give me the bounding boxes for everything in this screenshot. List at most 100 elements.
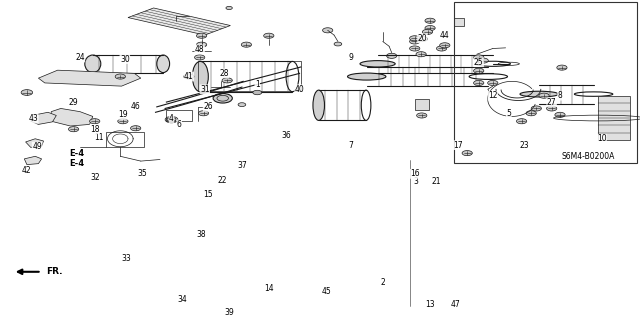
Circle shape: [474, 80, 484, 85]
Text: 46: 46: [131, 102, 141, 111]
Circle shape: [387, 53, 397, 58]
Bar: [198, 61, 301, 91]
Text: 36: 36: [282, 131, 292, 140]
Circle shape: [557, 65, 567, 70]
Text: 27: 27: [547, 98, 557, 107]
Text: 22: 22: [218, 176, 227, 185]
Text: 31: 31: [200, 85, 210, 94]
Polygon shape: [26, 139, 44, 147]
Circle shape: [115, 74, 125, 79]
Text: 8: 8: [557, 91, 563, 100]
Text: E-4: E-4: [69, 149, 84, 158]
Text: 29: 29: [68, 98, 79, 107]
Text: 40: 40: [294, 85, 305, 94]
Circle shape: [474, 68, 484, 73]
Text: 25: 25: [474, 58, 484, 67]
Text: 23: 23: [520, 141, 530, 150]
Text: 18: 18: [90, 125, 99, 134]
Circle shape: [184, 74, 194, 79]
Circle shape: [547, 106, 557, 111]
Bar: [598, 96, 630, 140]
Text: 32: 32: [90, 173, 100, 182]
Circle shape: [196, 42, 207, 47]
Circle shape: [68, 127, 79, 132]
Text: 24: 24: [75, 53, 85, 62]
Circle shape: [474, 55, 484, 60]
Circle shape: [410, 39, 420, 44]
Text: 3: 3: [413, 177, 419, 186]
Text: 2: 2: [380, 278, 385, 287]
Circle shape: [165, 116, 178, 123]
Polygon shape: [128, 8, 230, 35]
Text: 38: 38: [196, 230, 207, 239]
Text: 4: 4: [169, 114, 174, 122]
Circle shape: [478, 58, 488, 63]
Bar: [454, 18, 464, 26]
Bar: [166, 110, 192, 121]
Circle shape: [417, 36, 428, 41]
Text: 39: 39: [224, 308, 234, 317]
Circle shape: [90, 119, 100, 124]
Circle shape: [195, 55, 205, 60]
Circle shape: [539, 93, 549, 98]
Text: 17: 17: [453, 141, 463, 150]
Circle shape: [323, 28, 333, 33]
Polygon shape: [24, 156, 42, 165]
Text: S6M4-B0200A: S6M4-B0200A: [561, 152, 614, 161]
Text: 7: 7: [348, 141, 353, 150]
Ellipse shape: [238, 103, 246, 107]
Text: 9: 9: [348, 53, 353, 62]
Text: 20: 20: [417, 34, 428, 43]
Text: 19: 19: [118, 110, 128, 119]
Ellipse shape: [360, 61, 396, 67]
Ellipse shape: [85, 55, 101, 73]
Text: E-4: E-4: [69, 159, 84, 168]
Circle shape: [425, 18, 435, 23]
Text: 16: 16: [410, 169, 420, 178]
Text: 43: 43: [28, 114, 38, 123]
Circle shape: [488, 80, 498, 85]
Circle shape: [531, 106, 541, 111]
Circle shape: [253, 90, 262, 95]
Text: 12: 12: [488, 91, 497, 100]
Text: 49: 49: [32, 142, 42, 151]
Circle shape: [516, 119, 527, 124]
Circle shape: [410, 36, 420, 41]
Text: 6: 6: [177, 120, 182, 129]
Bar: [106, 132, 144, 147]
Text: 15: 15: [203, 190, 213, 199]
Circle shape: [417, 113, 427, 118]
Circle shape: [526, 111, 536, 116]
Text: 21: 21: [432, 177, 441, 186]
Circle shape: [118, 119, 128, 124]
Circle shape: [462, 151, 472, 156]
Bar: [454, 2, 637, 163]
Text: 34: 34: [177, 295, 188, 304]
Text: 42: 42: [22, 166, 32, 175]
Text: 33: 33: [122, 254, 132, 263]
Text: 30: 30: [120, 55, 130, 63]
Circle shape: [555, 112, 565, 117]
Text: 10: 10: [596, 134, 607, 143]
Circle shape: [241, 42, 252, 47]
Circle shape: [410, 46, 420, 51]
Text: 44: 44: [440, 31, 450, 40]
Circle shape: [21, 90, 33, 95]
Circle shape: [334, 42, 342, 46]
Text: 28: 28: [220, 69, 228, 78]
Circle shape: [198, 111, 209, 116]
Text: 14: 14: [264, 284, 274, 293]
Circle shape: [222, 78, 232, 83]
Circle shape: [196, 33, 207, 38]
Ellipse shape: [520, 91, 559, 97]
Circle shape: [440, 43, 450, 48]
Ellipse shape: [348, 73, 386, 80]
Polygon shape: [51, 108, 93, 126]
Text: 37: 37: [237, 161, 247, 170]
Text: 35: 35: [137, 169, 147, 178]
Text: 13: 13: [425, 300, 435, 309]
Text: 47: 47: [451, 300, 461, 309]
Text: 48: 48: [195, 45, 205, 54]
Ellipse shape: [313, 90, 324, 121]
Circle shape: [425, 26, 435, 31]
